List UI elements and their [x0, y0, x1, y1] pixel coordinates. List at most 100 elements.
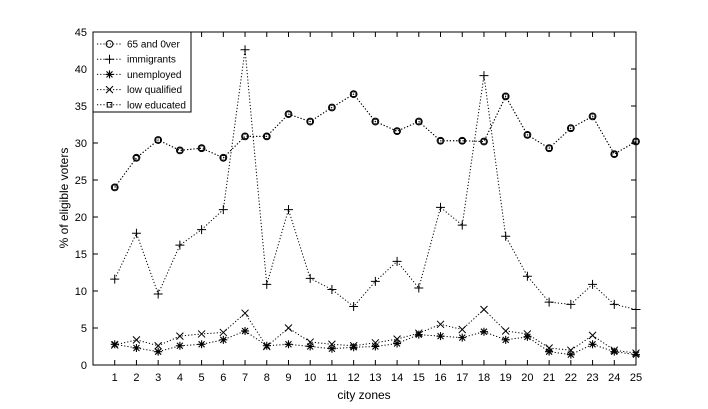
data-point	[611, 151, 618, 157]
x-tick-label: 18	[478, 372, 490, 384]
x-tick-label: 16	[434, 372, 446, 384]
x-tick-label: 8	[264, 372, 270, 384]
data-point	[219, 153, 228, 162]
legend-entry: low educated	[97, 100, 186, 111]
y-tick-label: 15	[75, 249, 87, 261]
data-point	[306, 338, 315, 346]
data-point	[588, 112, 597, 121]
data-point	[546, 145, 552, 151]
x-tick-label: 17	[456, 372, 468, 384]
data-point	[154, 341, 163, 350]
y-tick-label: 45	[75, 27, 87, 39]
data-point	[197, 330, 206, 338]
series-layer	[110, 45, 641, 359]
x-tick-label: 25	[630, 372, 642, 384]
data-point	[242, 133, 248, 140]
data-point	[284, 340, 293, 349]
data-point	[372, 118, 379, 125]
data-point	[459, 137, 466, 144]
data-point	[479, 327, 488, 336]
data-point	[283, 205, 293, 215]
data-point	[197, 225, 207, 235]
data-point	[437, 137, 444, 144]
y-tick-label: 10	[75, 286, 87, 298]
data-point	[632, 349, 640, 358]
data-point	[284, 110, 293, 119]
data-point	[175, 240, 185, 250]
data-point	[610, 150, 619, 159]
data-point	[523, 130, 532, 139]
legend-marker	[105, 54, 114, 64]
data-point	[632, 137, 640, 146]
data-point	[329, 104, 335, 111]
x-tick-label: 7	[242, 372, 248, 384]
y-tick-label: 5	[81, 323, 87, 335]
data-point	[349, 341, 358, 350]
data-point	[501, 335, 510, 344]
x-tick-label: 22	[565, 372, 577, 384]
data-point	[566, 350, 575, 359]
data-point	[110, 274, 120, 284]
data-point	[306, 342, 315, 351]
data-point	[633, 138, 639, 145]
data-point	[480, 137, 488, 146]
data-point	[155, 137, 161, 143]
legend-marker	[106, 102, 113, 108]
legend-marker	[105, 70, 114, 79]
data-point	[218, 205, 228, 215]
data-point	[176, 332, 184, 340]
legend-label: immigrants	[127, 55, 176, 66]
data-point	[371, 342, 380, 351]
data-point	[241, 132, 249, 141]
x-tick-label: 24	[608, 372, 620, 384]
data-point	[154, 347, 163, 356]
data-point	[501, 231, 511, 241]
y-tick-label: 40	[75, 64, 87, 76]
y-axis-label: % of eligible voters	[57, 148, 71, 249]
x-tick-label: 2	[133, 372, 139, 384]
x-tick-label: 23	[586, 372, 598, 384]
data-point	[394, 128, 400, 134]
x-tick-label: 19	[500, 372, 512, 384]
x-tick-label: 20	[521, 372, 533, 384]
x-tick-label: 15	[413, 372, 425, 384]
data-point	[610, 347, 619, 356]
data-point	[545, 144, 554, 153]
data-point	[371, 338, 380, 347]
data-point	[110, 183, 119, 192]
data-point	[197, 144, 206, 153]
data-point	[393, 335, 401, 343]
data-point	[480, 305, 488, 314]
data-point	[566, 299, 576, 309]
data-point	[132, 335, 141, 344]
data-point	[524, 132, 531, 138]
data-point	[501, 92, 510, 101]
data-point	[241, 326, 250, 335]
legend-label: low qualified	[127, 85, 182, 96]
data-point	[392, 256, 402, 266]
data-point	[328, 340, 336, 349]
data-point	[154, 136, 163, 144]
data-point	[414, 283, 424, 293]
data-point	[198, 145, 205, 151]
x-tick-label: 5	[199, 372, 205, 384]
data-point	[631, 305, 641, 314]
legend: 65 and 0ver immigrants unemployed low quali…	[92, 31, 192, 113]
data-point	[523, 332, 532, 341]
data-point	[370, 276, 380, 286]
data-point	[197, 340, 206, 349]
data-point	[175, 146, 184, 155]
legend-entry: low qualified	[97, 85, 182, 96]
series-line	[114, 93, 637, 188]
legend-label: 65 and 0ver	[127, 40, 180, 51]
y-tick-label: 0	[81, 360, 87, 372]
data-point	[610, 346, 619, 355]
data-point	[588, 331, 597, 340]
legend-entry: immigrants	[97, 54, 176, 66]
data-point	[588, 279, 598, 289]
data-point	[568, 125, 574, 132]
data-point	[545, 344, 553, 352]
x-tick-label: 6	[220, 372, 226, 384]
data-point	[632, 350, 640, 359]
